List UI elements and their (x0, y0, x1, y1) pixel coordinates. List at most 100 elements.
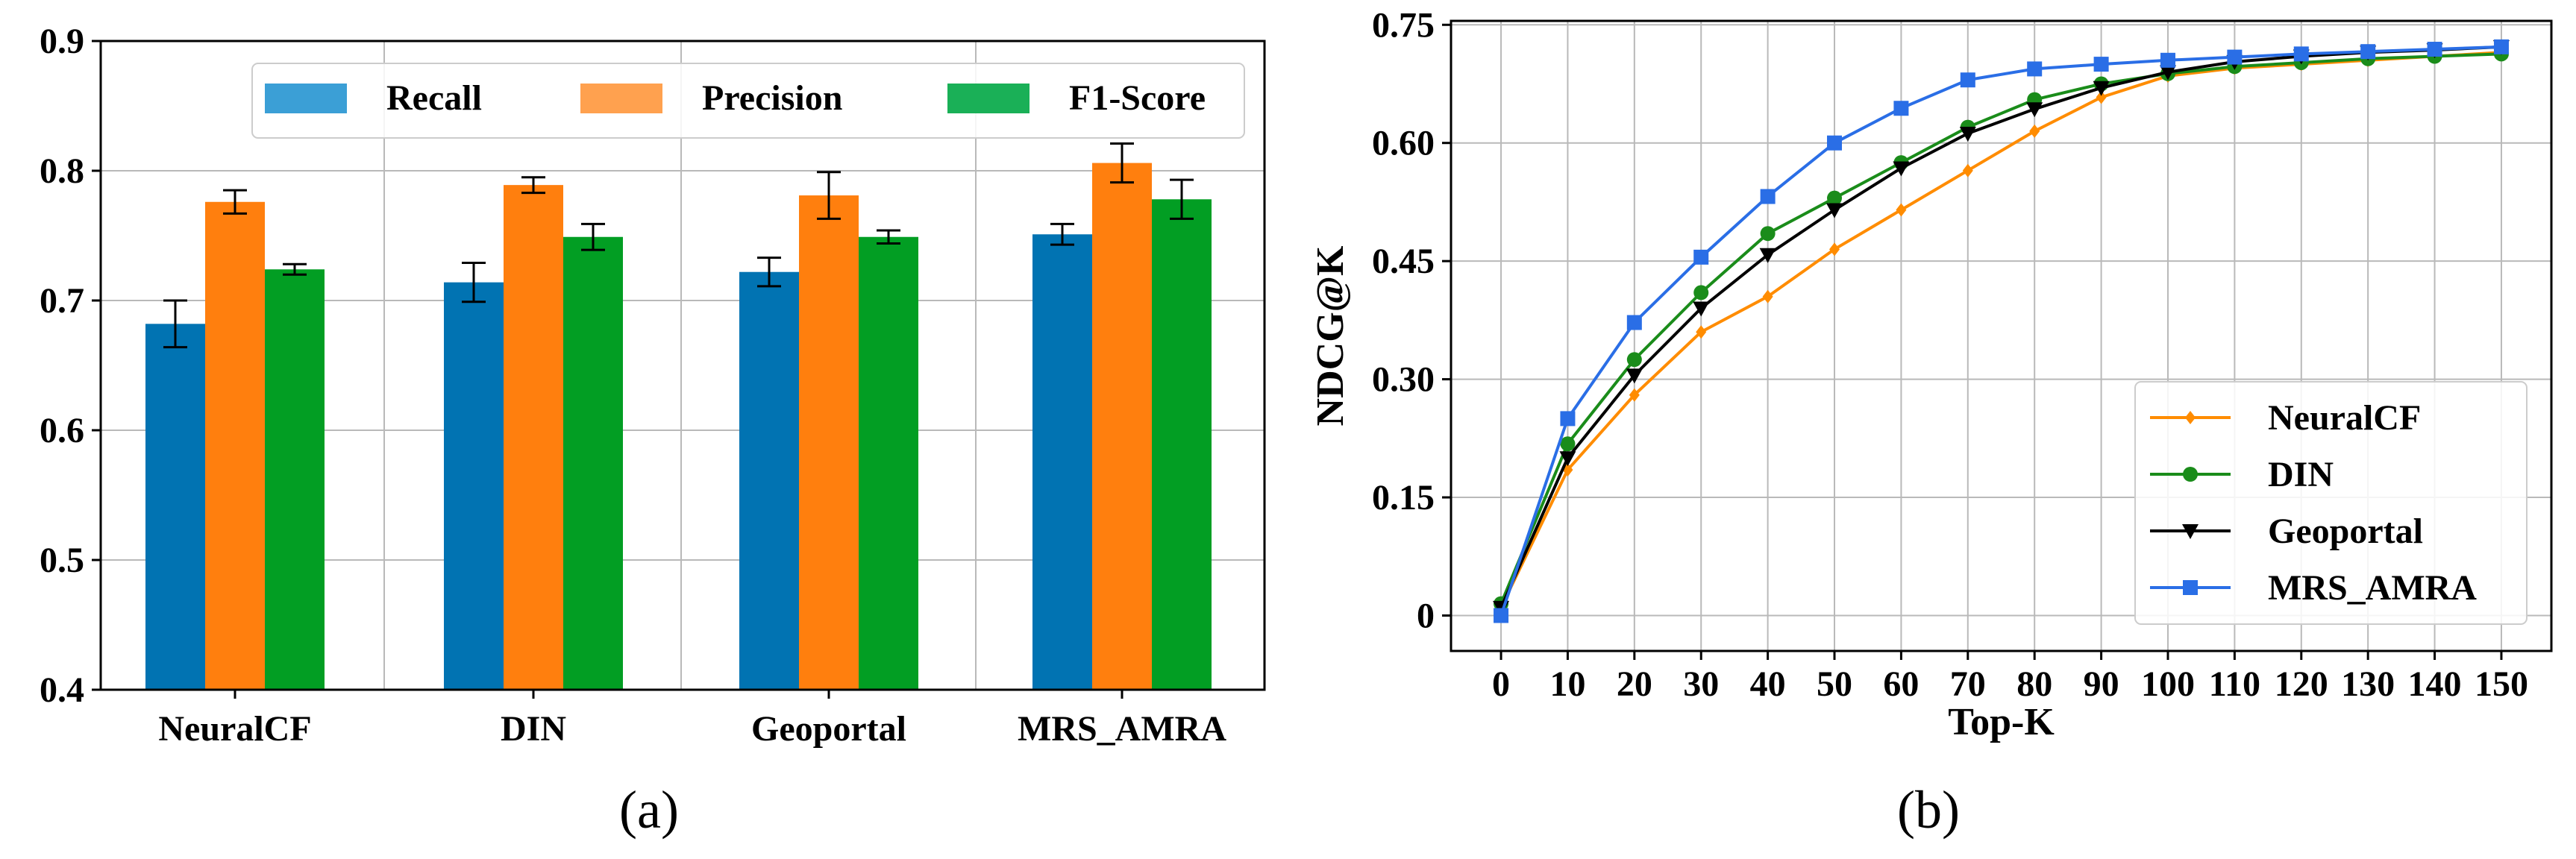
y-tick-label: 0.45 (1372, 242, 1435, 281)
point-neuralcf (1629, 388, 1640, 402)
point-mrs_amra (1560, 411, 1576, 427)
x-tick-label: 80 (2016, 664, 2052, 704)
point-geoportal (2093, 81, 2110, 96)
point-mrs_amra (2493, 39, 2509, 54)
x-tick-label: Geoportal (751, 709, 906, 749)
plot-frame (99, 40, 1266, 691)
x-tick-label: 30 (1683, 664, 1719, 704)
y-axis-title: NDCG@K (1309, 245, 1352, 426)
point-mrs_amra (1960, 72, 1975, 88)
legend-marker-geoportal (2182, 524, 2199, 539)
point-mrs_amra (2227, 49, 2243, 65)
panel-b-line-chart: 0 0.15 0.30 0.45 0.60 0.75 0 10 20 30 40 50 60 70 80 90… (1309, 5, 2553, 840)
point-mrs_amra (1760, 189, 1776, 204)
bar-precision-neuralcf (205, 201, 265, 690)
point-neuralcf (1762, 289, 1773, 303)
x-tick-label: 140 (2408, 664, 2462, 704)
x-tick-label: 110 (2209, 664, 2260, 704)
point-din (1827, 190, 1843, 206)
point-geoportal (1693, 301, 1710, 317)
point-mrs_amra (1626, 315, 1642, 330)
point-mrs_amra (2293, 46, 2309, 62)
legend-label: Precision (702, 78, 842, 118)
legend-marker-din (2183, 467, 2198, 482)
y-tick-label: 0.4 (40, 670, 84, 710)
point-mrs_amra (2093, 57, 2109, 72)
y-tick-label: 0.9 (40, 22, 84, 61)
x-tick-label: 120 (2275, 664, 2328, 704)
plot-frame (1450, 19, 2553, 652)
y-tick-label: 0.15 (1372, 478, 1435, 517)
x-axis-title: Top-K (1948, 701, 2055, 743)
point-din (1760, 226, 1776, 242)
x-tick-label: 100 (2141, 664, 2195, 704)
point-geoportal (1759, 248, 1776, 263)
bar-precision-mrs_amra (1092, 163, 1152, 690)
bar-f1-score-din (563, 236, 623, 690)
point-din (1693, 285, 1709, 301)
x-tick-label: 130 (2341, 664, 2395, 704)
point-geoportal (1626, 368, 1643, 384)
point-geoportal (1893, 161, 1910, 177)
legend-label: F1-Score (1069, 78, 1206, 118)
series-line-din (1499, 52, 2502, 605)
point-mrs_amra (1893, 101, 1909, 116)
point-neuralcf (2029, 124, 2040, 138)
y-tick-label: 0.5 (40, 541, 84, 580)
x-tick-label: 70 (1950, 664, 1986, 704)
x-tick-label: 40 (1750, 664, 1786, 704)
point-geoportal (1826, 203, 1843, 218)
legend-swatch-f1-score (947, 84, 1030, 113)
legend-label: MRS_AMRA (2268, 568, 2477, 608)
x-tick-label: DIN (501, 709, 566, 749)
bar-precision-din (504, 185, 563, 690)
y-tick-label: 0.8 (40, 151, 84, 191)
legend-box (251, 63, 1245, 139)
x-tick-label: 0 (1492, 664, 1510, 704)
point-mrs_amra (2360, 44, 2376, 60)
y-tick-label: 0.7 (40, 281, 84, 321)
point-geoportal (1959, 127, 1976, 142)
x-tick-label: 10 (1549, 664, 1585, 704)
bar-f1-score-mrs_amra (1152, 199, 1212, 690)
x-tick-label: NeuralCF (158, 709, 311, 749)
x-tick-label: 20 (1617, 664, 1652, 704)
point-mrs_amra (2160, 52, 2175, 68)
bar-recall-din (444, 282, 504, 690)
y-tick-label: 0.75 (1372, 5, 1435, 45)
y-tick-label: 0.30 (1372, 360, 1435, 400)
bar-f1-score-neuralcf (265, 269, 325, 690)
point-din (1560, 436, 1576, 452)
point-geoportal (1559, 451, 1576, 467)
point-mrs_amra (1693, 249, 1709, 265)
point-geoportal (2159, 65, 2176, 81)
x-tick-label: 150 (2475, 664, 2528, 704)
point-neuralcf (1962, 163, 1973, 177)
point-mrs_amra (1827, 135, 1843, 151)
series-line-mrs_amra (1499, 45, 2502, 617)
series-line-geoportal (1499, 45, 2502, 608)
x-tick-label: 60 (1883, 664, 1919, 704)
bar-f1-score-geoportal (859, 236, 918, 690)
point-mrs_amra (2027, 61, 2043, 77)
panel-label-b: (b) (1897, 780, 1960, 840)
panel-label-a: (a) (619, 780, 679, 840)
bar-precision-geoportal (799, 195, 859, 690)
legend-label: Geoportal (2268, 512, 2423, 551)
point-neuralcf (1829, 242, 1840, 257)
point-neuralcf (1896, 203, 1907, 217)
bar-recall-geoportal (739, 271, 799, 690)
bar-recall-mrs_amra (1032, 234, 1092, 690)
point-neuralcf (1696, 325, 1707, 339)
legend-label: DIN (2268, 455, 2334, 494)
y-tick-label: 0 (1417, 596, 1435, 635)
panel-a-bar-chart: 0.4 0.5 0.6 0.7 0.8 0.9 NeuralCF DIN Geoportal MR… (40, 22, 1266, 840)
legend-marker-mrs_amra (2183, 580, 2198, 595)
y-tick-label: 0.60 (1372, 124, 1435, 163)
point-mrs_amra (2427, 42, 2442, 57)
point-geoportal (2026, 102, 2043, 118)
legend-swatch-precision (580, 84, 662, 113)
legend-label: Recall (386, 78, 482, 118)
x-tick-label: MRS_AMRA (1018, 709, 1226, 749)
